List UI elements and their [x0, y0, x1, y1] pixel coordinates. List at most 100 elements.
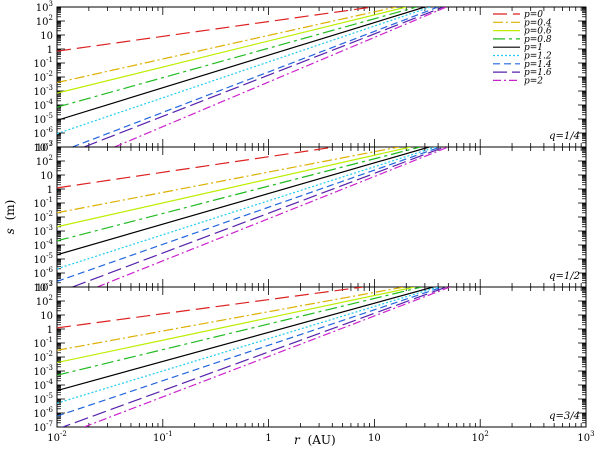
- series-line-p1: [57, 287, 434, 392]
- y-tick-label: 103: [36, 0, 53, 14]
- y-tick-label-exp: -7: [46, 280, 53, 288]
- y-tick-label-exp: -1: [46, 196, 53, 204]
- y-tick-label: 10-4: [33, 98, 53, 112]
- y-tick-label-base: 10: [33, 115, 46, 126]
- x-tick-label-base: 10: [577, 433, 590, 444]
- y-tick-label-base: 10: [36, 3, 49, 14]
- y-tick-label-base: 1: [47, 45, 53, 56]
- series-line-p14: [57, 287, 443, 417]
- panel-frame: [56, 286, 587, 428]
- legend-item: p=2: [493, 76, 543, 86]
- x-tick-label: 103: [577, 430, 594, 444]
- y-tick-label-exp: -6: [46, 266, 53, 274]
- series-line-p04: [57, 7, 397, 84]
- y-tick-label-base: 10: [33, 269, 46, 280]
- y-tick-label-exp: -5: [46, 112, 53, 120]
- y-tick-label-exp: -5: [46, 252, 53, 260]
- y-tick-label: 10-1: [33, 56, 53, 70]
- series-line-p12: [57, 7, 431, 135]
- y-tick-label-exp: -3: [46, 84, 53, 92]
- y-tick-label-exp: -2: [46, 350, 53, 358]
- y-tick-label: 10-6: [33, 126, 53, 140]
- y-tick-label: 10-1: [33, 336, 53, 350]
- y-tick-label-base: 10: [33, 255, 46, 266]
- series-group: [57, 287, 451, 427]
- y-tick-label: 10-2: [33, 70, 53, 84]
- y-tick-label-exp: -7: [46, 140, 53, 148]
- legend-item: p=0.6: [493, 27, 552, 37]
- y-tick-label-base: 10: [36, 17, 49, 28]
- series-line-p08: [57, 287, 422, 376]
- y-tick-label-base: 10: [40, 31, 53, 42]
- panel-label: q=1/2: [549, 271, 580, 282]
- y-tick-label: 10-7: [33, 280, 53, 294]
- legend-label: p=0.6: [524, 27, 552, 37]
- y-tick-label: 10-4: [33, 378, 53, 392]
- legend-label: p=0: [524, 10, 543, 20]
- y-tick-label-base: 10: [33, 227, 46, 238]
- y-axis-label: s (m): [3, 200, 17, 235]
- series-line-p2: [114, 7, 447, 147]
- legend-item: p=0.4: [493, 18, 552, 28]
- series-line-p08: [57, 7, 417, 108]
- legend: p=0p=0.4p=0.6p=0.8p=1p=1.2p=1.4p=1.6p=2: [493, 10, 552, 86]
- legend-item: p=1.2: [493, 52, 552, 62]
- y-tick-label-exp: -4: [46, 238, 53, 246]
- y-tick-label-exp: -1: [46, 336, 53, 344]
- y-tick-label: 10-5: [33, 252, 53, 266]
- legend-item: p=1.4: [493, 60, 552, 70]
- y-tick-label-exp: -5: [46, 392, 53, 400]
- legend-label: p=1.4: [524, 60, 552, 70]
- y-tick-label: 10-7: [33, 140, 53, 154]
- y-tick-label: 102: [36, 294, 53, 308]
- x-tick-label: 102: [472, 430, 489, 444]
- y-tick-label: 10-5: [33, 112, 53, 126]
- y-tick-label: 10-2: [33, 210, 53, 224]
- series-line-p04: [57, 287, 404, 351]
- x-tick-label-exp: 3: [590, 430, 594, 438]
- y-axis-label-symbol: s: [3, 228, 17, 234]
- series-line-p06: [57, 287, 415, 364]
- y-tick-label-base: 10: [33, 283, 46, 294]
- series-line-p16: [83, 7, 444, 147]
- y-tick-label-base: 10: [33, 101, 46, 112]
- legend-item: p=1: [493, 43, 543, 53]
- y-tick-label-exp: 3: [49, 140, 53, 148]
- y-tick-label: 1: [47, 325, 53, 336]
- y-tick-label: 10-3: [33, 364, 53, 378]
- series-line-p2: [97, 147, 449, 287]
- x-tick-label-base: 10: [47, 433, 60, 444]
- panel-3: 10-710-610-510-410-310-210-1110102103q=3…: [33, 280, 587, 434]
- series-line-p2: [83, 287, 451, 427]
- y-tick-label: 10-4: [33, 238, 53, 252]
- series-line-p06: [57, 147, 411, 228]
- y-tick-label-base: 10: [33, 129, 46, 140]
- y-tick-label-exp: 2: [49, 294, 53, 302]
- series-line-p0: [57, 287, 364, 329]
- y-tick-label: 10-3: [33, 224, 53, 238]
- y-tick-label: 10-3: [33, 84, 53, 98]
- y-axis-label-unit: (m): [3, 200, 17, 221]
- x-tick-label: 10: [368, 433, 381, 444]
- x-tick-label-exp: -2: [60, 430, 67, 438]
- series-line-p12: [57, 147, 436, 270]
- panel-label: q=1/4: [549, 131, 580, 142]
- y-tick-label: 10-7: [33, 420, 53, 434]
- panel-frame: [56, 146, 587, 288]
- x-ticks: [56, 7, 587, 147]
- y-tick-label: 103: [36, 280, 53, 294]
- x-tick-label: 10-1: [153, 430, 173, 444]
- y-tick-label-base: 10: [33, 241, 46, 252]
- y-ticks: [57, 286, 586, 428]
- y-tick-label-base: 10: [33, 213, 46, 224]
- series-line-p1: [57, 147, 430, 256]
- y-tick-label-base: 10: [33, 87, 46, 98]
- y-tick-label-exp: -4: [46, 98, 53, 106]
- x-tick-label-base: 10: [153, 433, 166, 444]
- y-tick-label: 103: [36, 140, 53, 154]
- x-tick-label-base: 10: [472, 433, 485, 444]
- y-tick-label: 10-6: [33, 266, 53, 280]
- y-tick-label: 10-1: [33, 196, 53, 210]
- y-tick-label-base: 10: [33, 59, 46, 70]
